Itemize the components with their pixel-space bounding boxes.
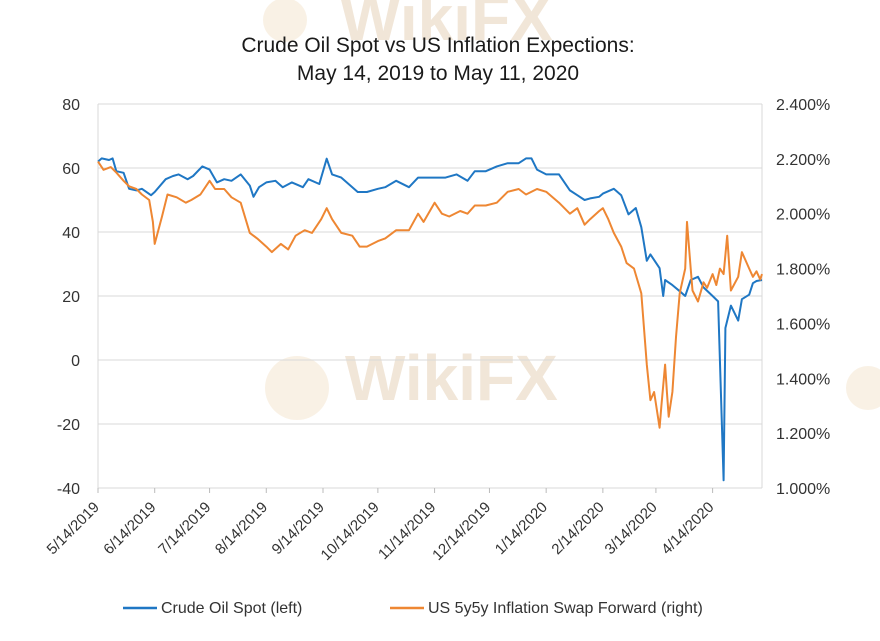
wikifx-logo-icon [263, 0, 880, 420]
x-tick-label: 9/14/2019 [269, 499, 328, 558]
right-y-tick-label: 1.200% [776, 426, 830, 443]
inflation-swap-line [97, 161, 763, 429]
left-y-tick-label: -40 [57, 481, 80, 498]
watermark-middle: WikiFX [345, 342, 558, 414]
right-y-axis: 1.000% 1.200% 1.400% 1.600% 1.800% 2.000% 2.20… [776, 97, 830, 498]
left-y-tick-label: -20 [57, 417, 80, 434]
chart-title-line1: Crude Oil Spot vs US Inflation Expection… [241, 34, 634, 57]
right-y-tick-label: 1.400% [776, 371, 830, 388]
right-y-tick-label: 1.800% [776, 262, 830, 279]
x-tick-label: 2/14/2020 [548, 499, 607, 558]
x-tick-label: 8/14/2019 [212, 499, 271, 558]
chart-title-line2: May 14, 2019 to May 11, 2020 [297, 62, 579, 85]
left-y-tick-label: 60 [62, 161, 80, 178]
left-y-tick-label: 40 [62, 225, 80, 242]
x-tick-label: 12/14/2019 [429, 499, 494, 564]
x-tick-label: 5/14/2019 [44, 499, 103, 558]
x-tick-label: 6/14/2019 [100, 499, 159, 558]
x-axis: 5/14/20196/14/20197/14/20198/14/20199/14… [44, 104, 763, 564]
legend: Crude Oil Spot (left) US 5y5y Inflation S… [123, 600, 703, 617]
legend-label: US 5y5y Inflation Swap Forward (right) [428, 600, 703, 617]
right-y-tick-label: 1.600% [776, 316, 830, 333]
series-lines [97, 157, 763, 482]
x-tick-label: 3/14/2020 [602, 499, 661, 558]
x-tick-label: 10/14/2019 [318, 499, 383, 564]
x-tick-label: 4/14/2020 [658, 499, 717, 558]
watermarks: WikiFX WikiFX [263, 0, 880, 420]
x-tick-label: 1/14/2020 [492, 499, 551, 558]
right-y-tick-label: 2.400% [776, 97, 830, 114]
watermark-top: WikiFX [340, 0, 553, 54]
left-y-tick-label: 20 [62, 289, 80, 306]
left-y-tick-label: 0 [71, 353, 80, 370]
right-y-tick-label: 2.000% [776, 207, 830, 224]
legend-label: Crude Oil Spot (left) [161, 600, 302, 617]
crude-oil-line [97, 157, 763, 482]
gridlines [98, 103, 762, 489]
left-y-axis: -40 -20 0 20 40 60 80 [57, 97, 80, 498]
right-y-tick-label: 2.200% [776, 152, 830, 169]
left-y-tick-label: 80 [62, 97, 80, 114]
x-tick-label: 7/14/2019 [155, 499, 214, 558]
right-y-tick-label: 1.000% [776, 481, 830, 498]
